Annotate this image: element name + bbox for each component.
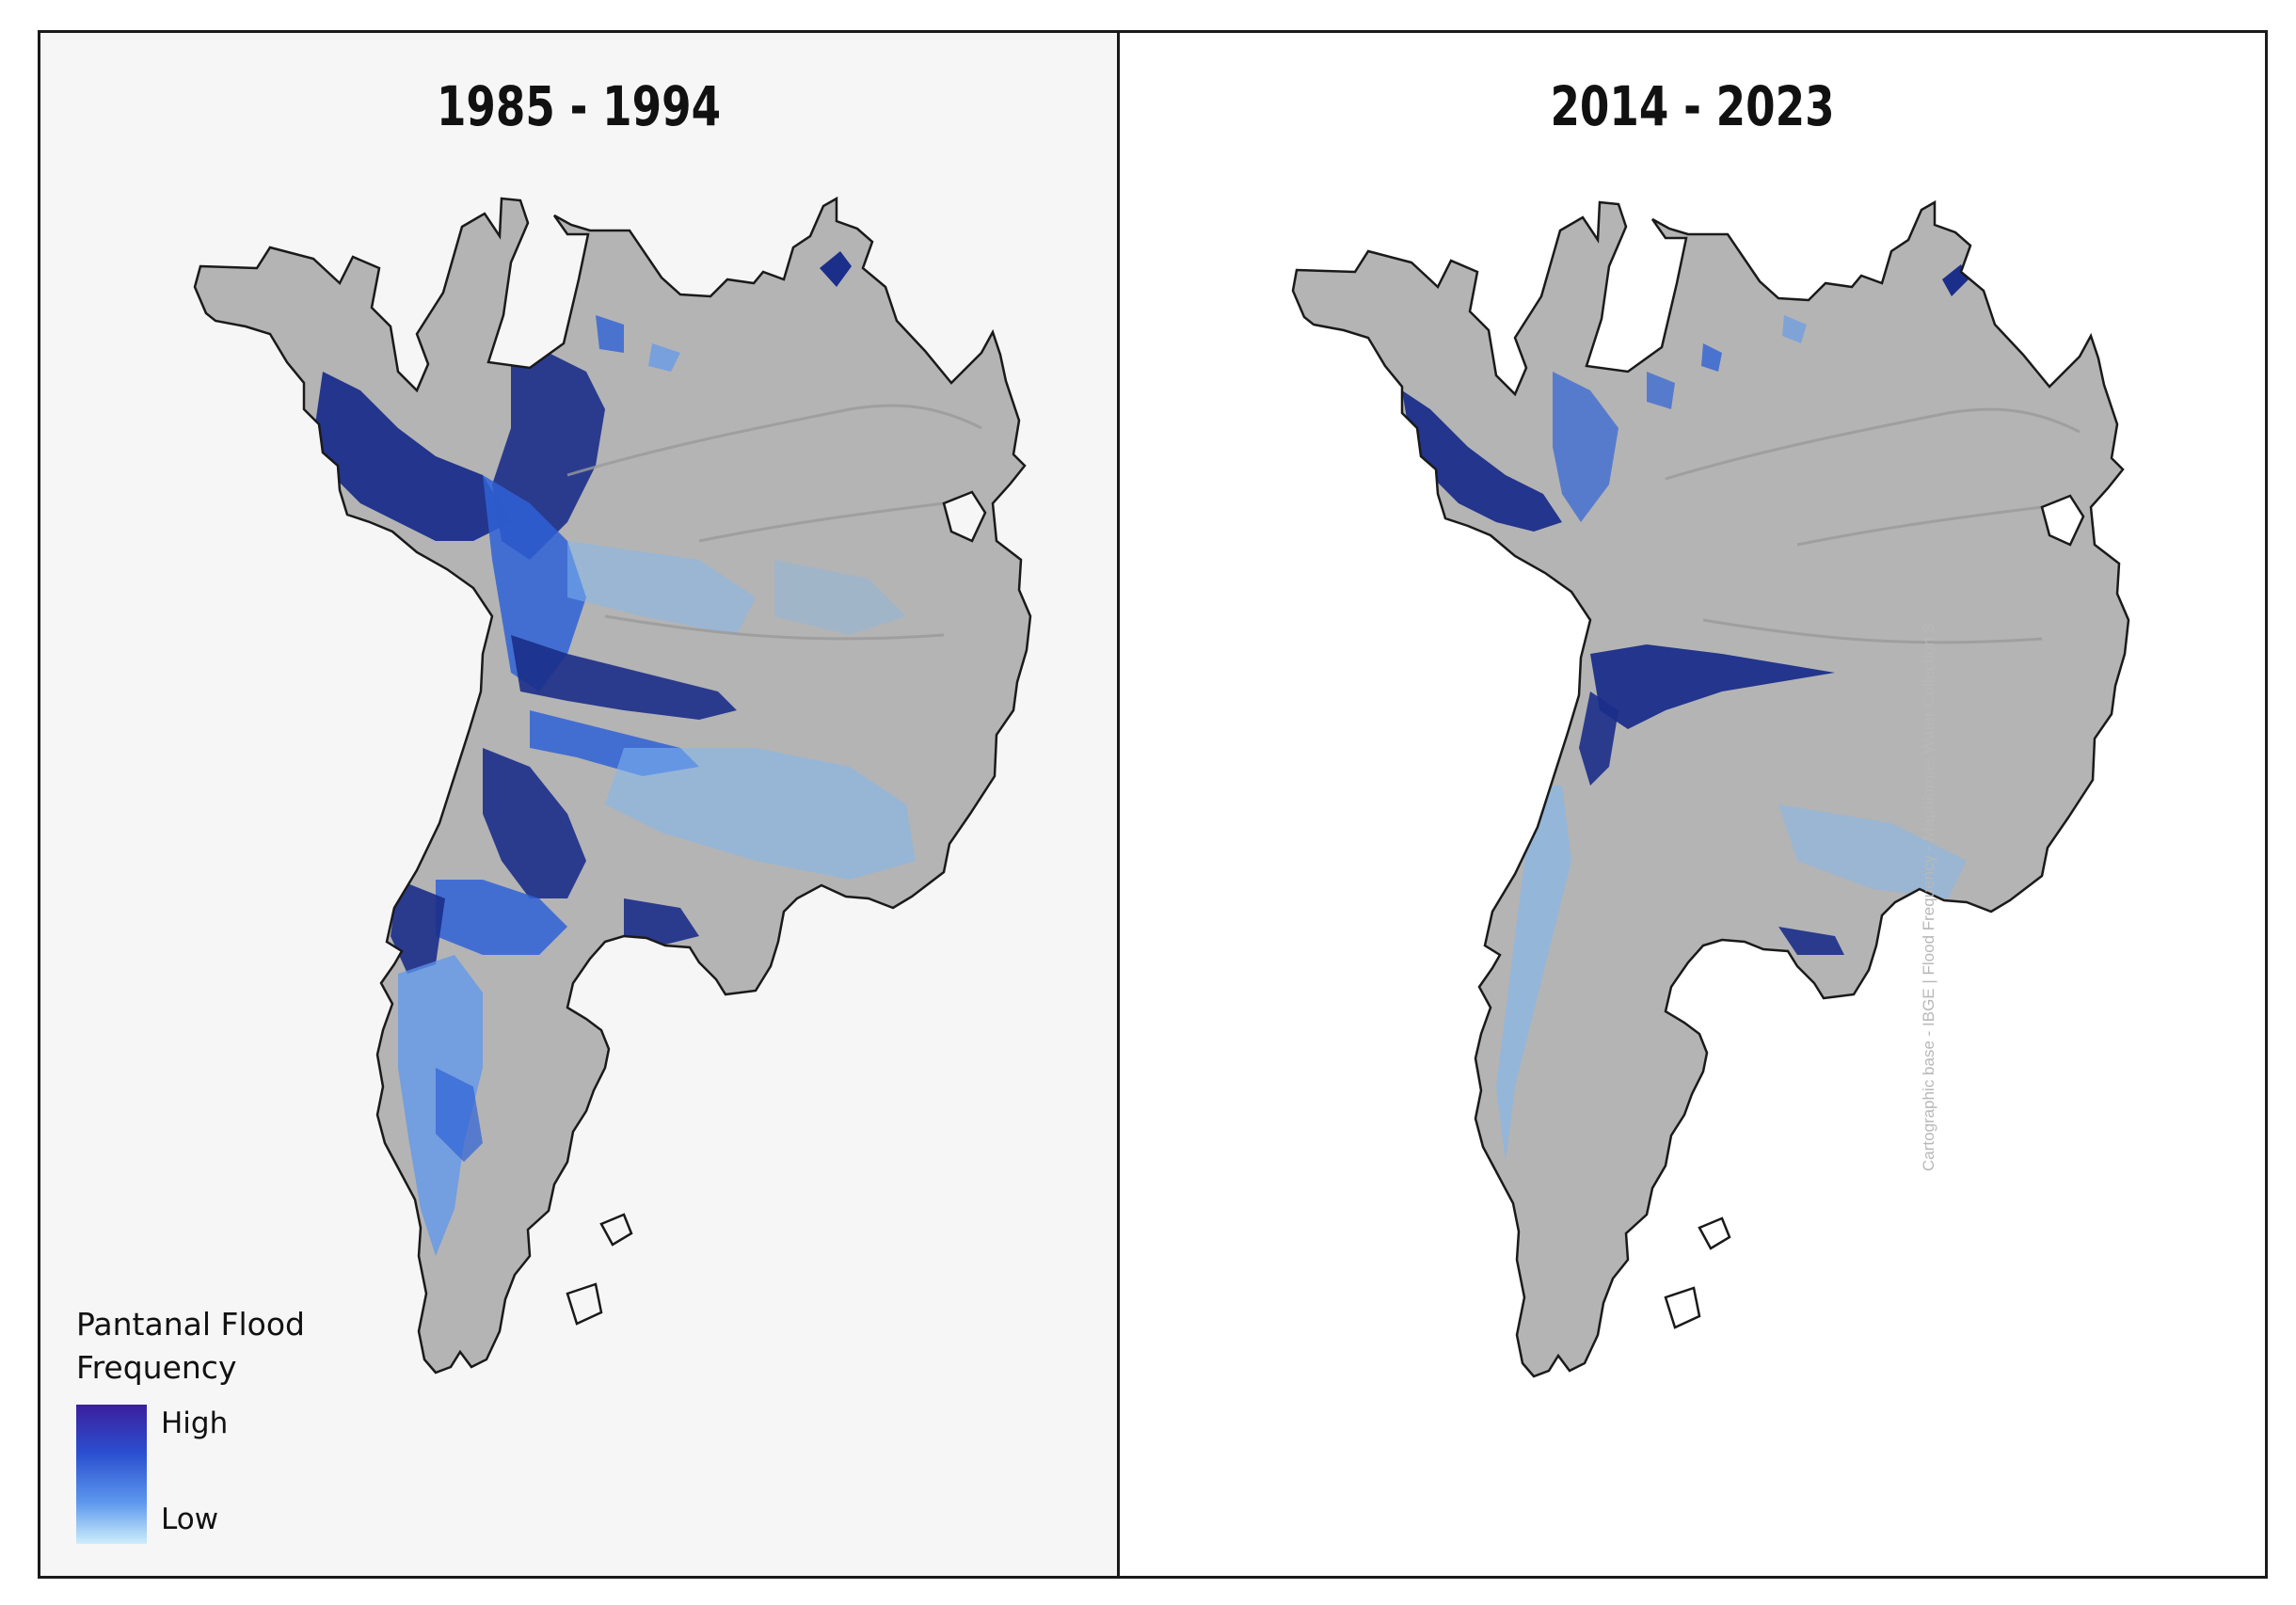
source-credit: Cartographic base - IBGE | Flood Frequen… <box>1920 623 1937 1171</box>
legend-title-line1: Pantanal Flood <box>76 1306 305 1343</box>
legend-title-line2: Frequency <box>76 1349 237 1386</box>
pantanal-map-right <box>1291 200 2130 1378</box>
panel-title-left: 1985 - 1994 <box>436 74 722 138</box>
panel-title-right: 2014 - 2023 <box>1550 74 1835 138</box>
flood-frequency-layer-right <box>1402 264 1969 1162</box>
legend: Pantanal Flood Frequency High Low <box>76 1303 387 1544</box>
river-lines-left <box>566 404 982 641</box>
legend-color-ramp <box>76 1405 147 1544</box>
panel-1985-1994: 1985 - 1994 <box>40 33 1120 1576</box>
legend-high-label: High <box>161 1406 229 1440</box>
map-frame: 1985 - 1994 <box>38 30 2268 1579</box>
flood-frequency-layer-left <box>313 251 916 1256</box>
legend-low-label: Low <box>161 1502 219 1536</box>
panel-2014-2023: 2014 - 2023 <box>1120 33 2265 1576</box>
pantanal-map-left <box>193 197 1032 1375</box>
river-lines-right <box>1665 407 2081 644</box>
